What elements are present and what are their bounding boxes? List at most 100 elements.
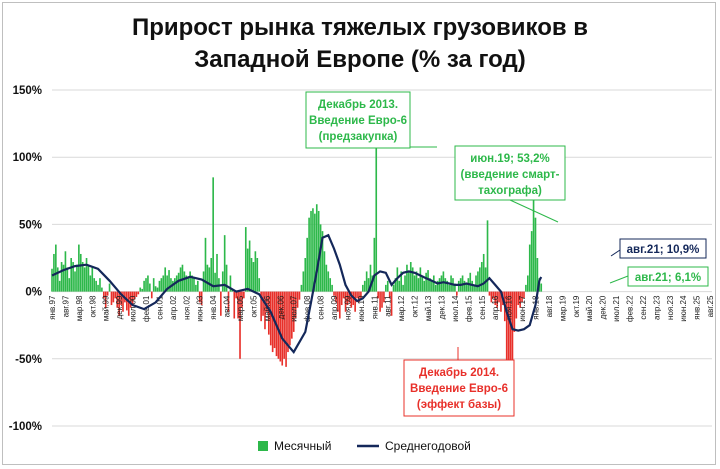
bar-monthly	[216, 253, 218, 292]
x-tick-label: дек.13	[437, 295, 446, 319]
bar-monthly	[312, 208, 314, 292]
bar-monthly	[271, 291, 274, 353]
x-tick-label: янв.25	[693, 295, 702, 320]
bar-monthly	[469, 272, 472, 292]
bar-monthly	[392, 284, 395, 292]
bar-monthly	[361, 284, 364, 292]
bar-monthly	[358, 291, 360, 303]
bar-monthly	[246, 248, 249, 292]
legend-label-avg: Среднегодовой	[385, 439, 471, 453]
bar-monthly	[156, 287, 159, 292]
bar-monthly	[281, 291, 284, 366]
bar-monthly	[91, 267, 94, 292]
bar-monthly	[183, 271, 186, 292]
x-tick-label: мар.19	[558, 295, 567, 321]
x-tick-label: апр.02	[169, 295, 178, 320]
bar-monthly	[79, 253, 82, 292]
x-tick-label: янв.97	[48, 295, 57, 320]
bar-monthly	[141, 288, 143, 292]
bar-monthly	[298, 291, 301, 300]
x-tick-label: апр.16	[491, 295, 500, 320]
bar-monthly	[116, 291, 119, 308]
bar-monthly	[321, 231, 324, 292]
bar-monthly	[463, 280, 466, 292]
x-tick-label: окт.05	[249, 295, 258, 317]
y-tick-label: -100%	[9, 421, 42, 433]
bar-monthly	[448, 284, 450, 292]
bar-monthly	[172, 280, 174, 292]
bar-monthly	[97, 284, 99, 292]
annotation-dec2014-box	[403, 359, 515, 417]
bar-monthly	[490, 291, 493, 303]
annotation-aug21-avg-box	[619, 238, 707, 259]
y-tick-label: -50%	[15, 354, 42, 366]
annotation-jun19-box	[454, 145, 566, 201]
bar-monthly	[68, 278, 71, 292]
bar-monthly	[340, 291, 343, 306]
bar-monthly	[457, 280, 460, 292]
bar-monthly	[110, 291, 113, 306]
bar-monthly	[195, 284, 197, 292]
bar-monthly	[104, 291, 107, 308]
bar-monthly	[386, 280, 389, 292]
bar-monthly	[319, 224, 322, 292]
bar-monthly	[101, 287, 103, 292]
bar-monthly	[223, 235, 226, 292]
bar-monthly	[329, 278, 332, 292]
bar-monthly	[513, 291, 516, 332]
bar-monthly	[475, 275, 477, 292]
bar-monthly	[122, 291, 124, 312]
bar-monthly	[166, 275, 168, 292]
bar-monthly	[523, 291, 525, 299]
bar-monthly	[233, 291, 236, 319]
bar-monthly	[196, 280, 199, 292]
bar-monthly	[525, 284, 527, 292]
bar-monthly	[409, 262, 412, 292]
x-tick-label: июл.00	[129, 295, 138, 322]
bar-monthly	[160, 278, 163, 292]
annotation-aug21-avg-leader	[610, 249, 621, 257]
bar-monthly	[254, 251, 257, 292]
bar-monthly	[381, 291, 383, 308]
annotation-aug21-month: авг.21; 6,1%	[609, 266, 709, 287]
bar-monthly	[479, 267, 481, 292]
bar-monthly	[482, 253, 485, 292]
bar-monthly	[454, 283, 456, 292]
x-tick-label: фев.22	[626, 295, 635, 322]
bar-monthly	[390, 291, 393, 316]
x-tick-label: окт.19	[572, 295, 581, 317]
bar-monthly	[373, 237, 376, 292]
bar-monthly	[198, 291, 201, 303]
bar-monthly	[306, 237, 308, 292]
bar-monthly	[494, 291, 497, 306]
y-tick-label: 100%	[13, 152, 42, 164]
x-tick-label: дек.99	[115, 295, 124, 319]
bar-monthly	[221, 271, 224, 292]
bar-monthly	[185, 275, 188, 292]
bar-monthly	[291, 291, 293, 339]
bar-monthly	[266, 291, 268, 312]
bar-monthly	[289, 291, 291, 346]
bar-monthly	[78, 244, 80, 292]
bar-monthly	[346, 291, 349, 306]
bar-monthly	[74, 271, 76, 292]
bar-monthly	[509, 291, 512, 367]
x-tick-label: окт.12	[411, 295, 420, 317]
bar-monthly	[292, 291, 295, 332]
bar-monthly	[229, 275, 232, 292]
bar-monthly	[375, 120, 378, 292]
x-tick-label: июл.14	[451, 295, 460, 322]
bar-monthly	[66, 267, 69, 292]
x-tick-label: май.20	[585, 295, 594, 321]
bar-monthly	[413, 275, 416, 292]
chart-title-line-1: Прирост рынка тяжелых грузовиков в	[131, 14, 589, 41]
x-tick-label: июл.21	[612, 295, 621, 322]
x-tick-label: авг.25	[706, 295, 715, 317]
bar-monthly	[344, 291, 347, 312]
bar-monthly	[287, 291, 289, 353]
bar-monthly	[60, 262, 63, 292]
bar-monthly	[300, 284, 303, 292]
y-tick-label: 50%	[19, 219, 42, 231]
bar-monthly	[164, 267, 167, 292]
